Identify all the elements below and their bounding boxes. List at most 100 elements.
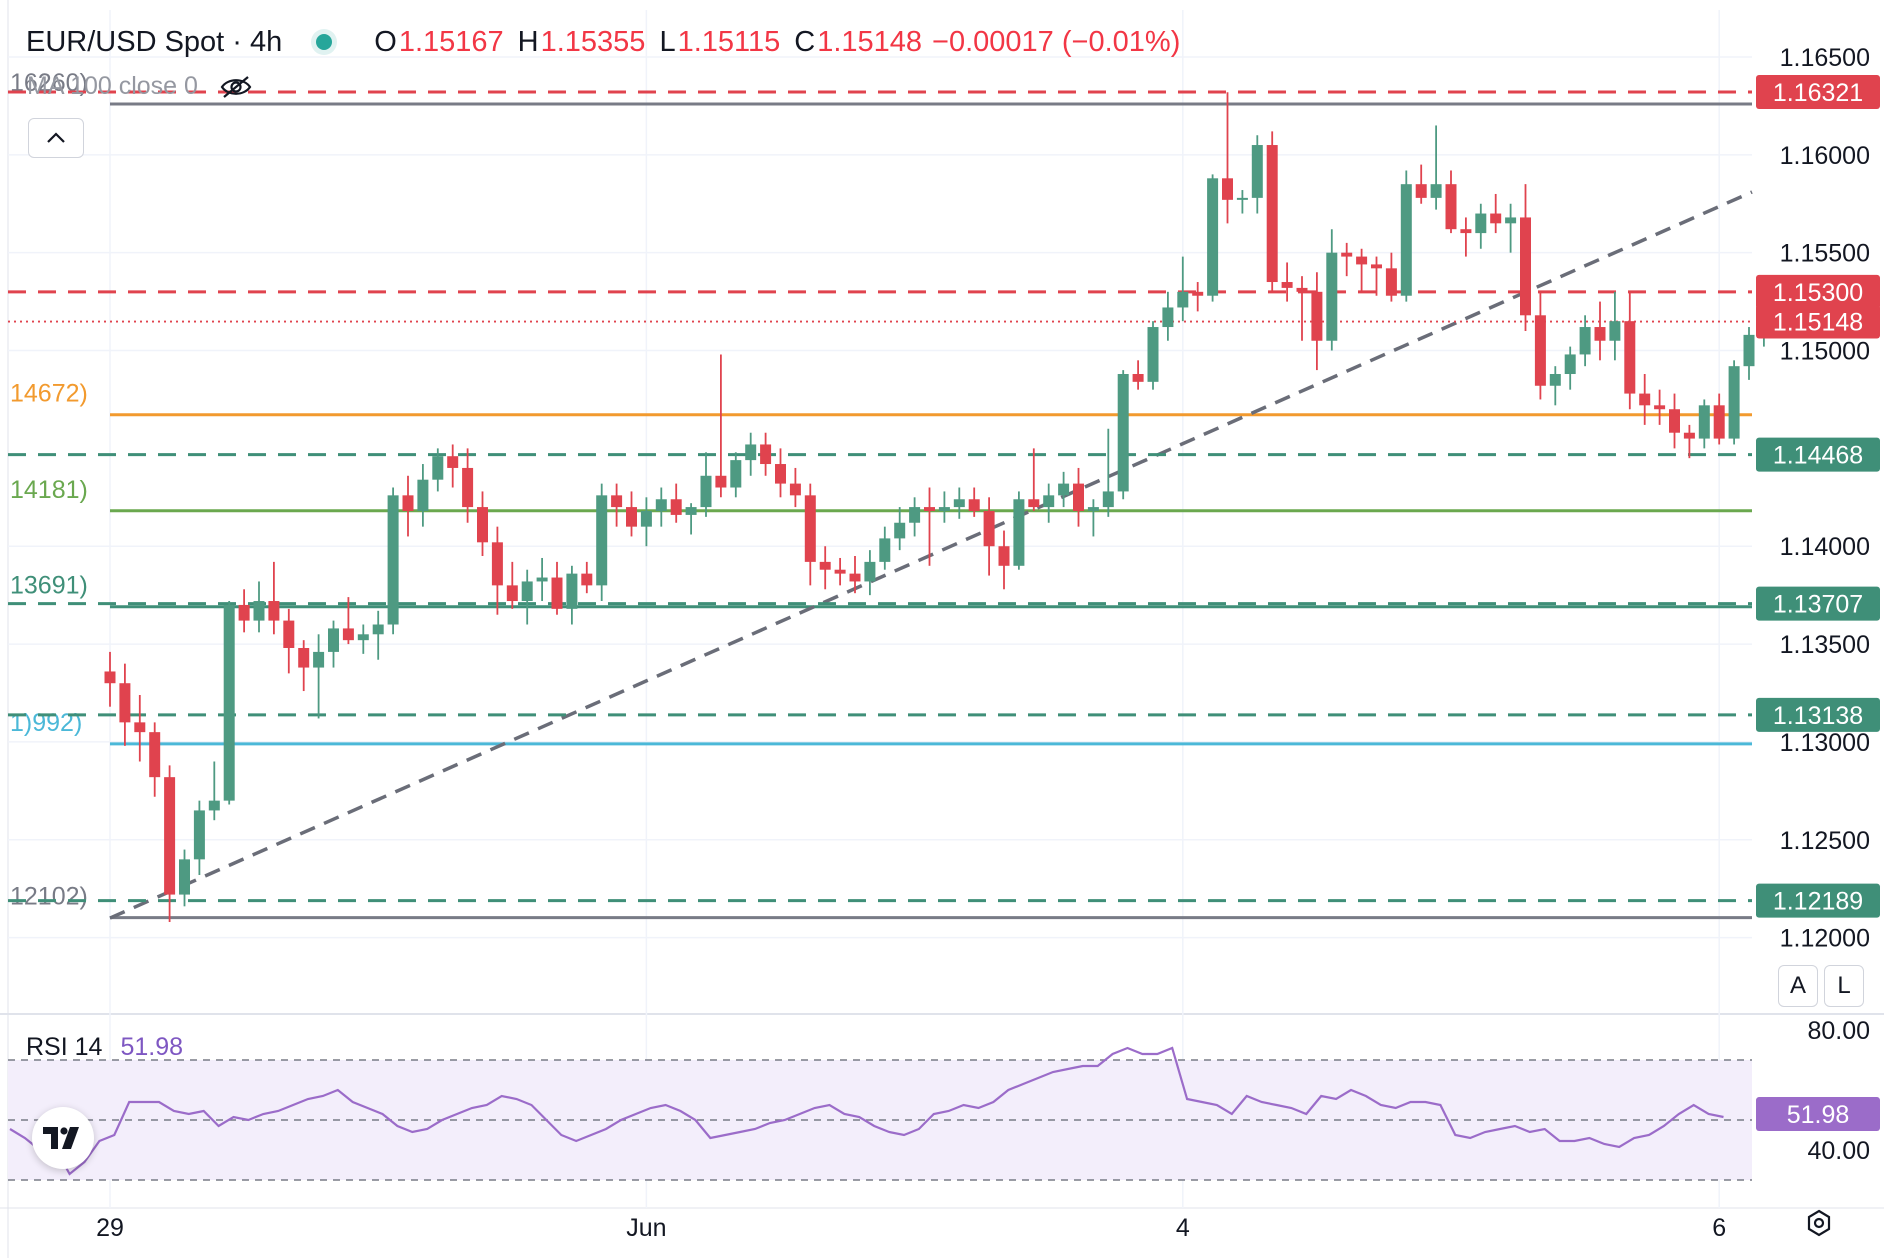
candle-body[interactable] <box>1177 291 1189 308</box>
candle-body[interactable] <box>1549 374 1561 386</box>
candle-body[interactable] <box>879 538 891 562</box>
candle-body[interactable] <box>1281 282 1293 288</box>
candle-body[interactable] <box>119 683 131 723</box>
symbol-title[interactable]: EUR/USD Spot · 4h <box>26 25 283 58</box>
candle-body[interactable] <box>1430 184 1442 198</box>
candle-body[interactable] <box>1520 217 1531 316</box>
candle-body[interactable] <box>1669 409 1680 433</box>
candle-body[interactable] <box>819 561 831 570</box>
candle-body[interactable] <box>968 499 980 511</box>
candle-body[interactable] <box>1400 184 1412 296</box>
candle-body[interactable] <box>223 604 235 801</box>
collapse-legend-button[interactable] <box>28 118 84 158</box>
candle-body[interactable] <box>1609 321 1621 341</box>
candle-body[interactable] <box>1385 268 1397 296</box>
candle-body[interactable] <box>462 467 474 508</box>
candle-body[interactable] <box>1356 256 1368 265</box>
candle-body[interactable] <box>1162 307 1174 328</box>
candle-body[interactable] <box>730 460 742 488</box>
candle-body[interactable] <box>551 577 563 609</box>
candle-body[interactable] <box>1251 145 1263 198</box>
candle-body[interactable] <box>387 495 399 625</box>
candle-body[interactable] <box>1311 291 1323 341</box>
candle-body[interactable] <box>760 444 772 465</box>
candle-body[interactable] <box>357 634 369 641</box>
candle-body[interactable] <box>372 624 384 635</box>
candle-body[interactable] <box>804 495 816 562</box>
candle-body[interactable] <box>1222 178 1233 200</box>
candle-body[interactable] <box>1266 145 1278 283</box>
settings-gear-icon[interactable] <box>1804 1208 1834 1238</box>
candle-body[interactable] <box>1415 184 1427 198</box>
candle-body[interactable] <box>1073 483 1084 511</box>
candle-body[interactable] <box>1579 327 1591 355</box>
candle-body[interactable] <box>640 511 652 527</box>
candle-body[interactable] <box>1564 354 1576 375</box>
log-scale-button[interactable]: L <box>1824 965 1864 1007</box>
candle-body[interactable] <box>164 777 176 895</box>
candle-body[interactable] <box>1698 405 1710 439</box>
candle-body[interactable] <box>1132 374 1144 382</box>
candle-body[interactable] <box>1594 327 1606 341</box>
auto-scale-button[interactable]: A <box>1778 965 1818 1007</box>
candle-body[interactable] <box>1460 229 1472 234</box>
candle-body[interactable] <box>238 604 250 621</box>
candle-body[interactable] <box>477 507 488 543</box>
candle-body[interactable] <box>1043 495 1055 508</box>
candle-body[interactable] <box>1102 491 1114 508</box>
candle-body[interactable] <box>447 456 459 468</box>
candle-body[interactable] <box>626 507 637 527</box>
candle-body[interactable] <box>1013 499 1025 566</box>
candle-body[interactable] <box>313 651 325 668</box>
candle-body[interactable] <box>1192 291 1204 296</box>
candle-body[interactable] <box>775 464 786 484</box>
candle-body[interactable] <box>611 495 623 508</box>
candle-body[interactable] <box>193 810 205 860</box>
candle-body[interactable] <box>506 585 518 602</box>
candle-body[interactable] <box>134 722 146 733</box>
candle-body[interactable] <box>149 732 161 778</box>
candle-body[interactable] <box>521 581 533 602</box>
candle-body[interactable] <box>1028 499 1040 508</box>
candle-body[interactable] <box>596 495 608 586</box>
candle-body[interactable] <box>581 573 593 586</box>
candle-body[interactable] <box>834 569 846 574</box>
candle-body[interactable] <box>909 507 921 523</box>
candle-body[interactable] <box>924 507 935 511</box>
tradingview-logo[interactable] <box>32 1107 94 1169</box>
candle-body[interactable] <box>953 499 965 508</box>
candle-body[interactable] <box>715 475 727 488</box>
candle-body[interactable] <box>938 507 950 511</box>
candle-body[interactable] <box>1639 393 1651 406</box>
candle-body[interactable] <box>417 479 429 511</box>
candle-body[interactable] <box>685 507 697 515</box>
candle-body[interactable] <box>1728 366 1740 439</box>
candle-body[interactable] <box>1445 184 1457 230</box>
candle-body[interactable] <box>1743 334 1755 367</box>
candle-body[interactable] <box>208 800 220 811</box>
candle-body[interactable] <box>491 542 503 586</box>
candle-body[interactable] <box>1371 264 1382 269</box>
candle-body[interactable] <box>998 546 1010 566</box>
candle-body[interactable] <box>432 456 444 480</box>
candle-body[interactable] <box>1147 327 1159 382</box>
candle-body[interactable] <box>864 561 876 582</box>
candle-body[interactable] <box>849 573 861 582</box>
candle-body[interactable] <box>342 628 354 641</box>
candle-body[interactable] <box>1713 405 1725 439</box>
candle-body[interactable] <box>402 495 414 511</box>
candle-body[interactable] <box>983 511 995 547</box>
candle-body[interactable] <box>298 647 310 668</box>
candle-body[interactable] <box>655 499 667 511</box>
candle-body[interactable] <box>1475 213 1487 234</box>
candle-body[interactable] <box>745 444 757 461</box>
candle-body[interactable] <box>536 577 548 582</box>
candle-body[interactable] <box>1490 213 1502 224</box>
candle-body[interactable] <box>566 573 578 609</box>
candle-body[interactable] <box>1207 178 1219 296</box>
candle-body[interactable] <box>179 859 190 895</box>
candle-body[interactable] <box>1534 315 1546 386</box>
candle-body[interactable] <box>1058 483 1070 496</box>
candle-body[interactable] <box>283 620 295 648</box>
eye-hidden-icon[interactable] <box>220 75 252 99</box>
